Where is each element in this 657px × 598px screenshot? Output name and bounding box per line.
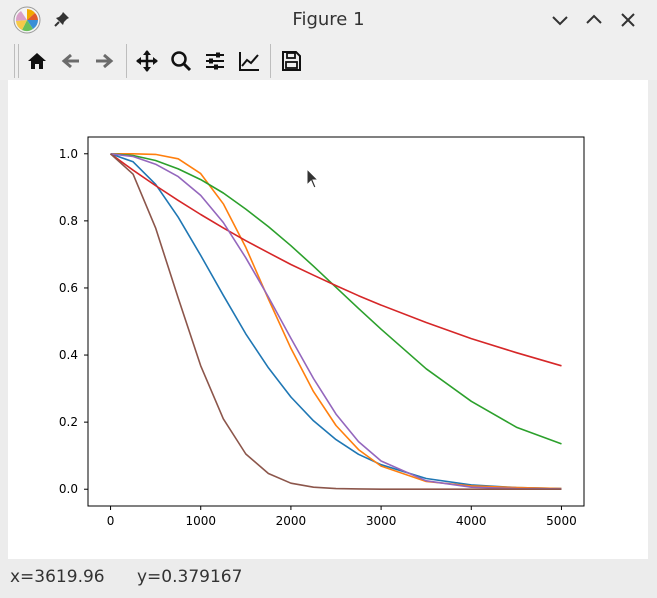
maximize-icon[interactable]: [583, 9, 605, 31]
y-tick-label: 1.0: [59, 147, 78, 161]
status-bar: x=3619.96 y=0.379167: [0, 559, 657, 598]
home-icon[interactable]: [25, 49, 49, 73]
cursor-y-readout: y=0.379167: [137, 567, 243, 587]
toolbar-separator: [14, 44, 15, 78]
toolbar-separator: [18, 44, 19, 78]
y-tick-label: 0.4: [59, 348, 78, 362]
plot-svg[interactable]: 0 1000 2000 3000 4000 5000 0.0 0.2 0.4 0.6 0.8 1.0: [8, 80, 648, 559]
minimize-icon[interactable]: [549, 9, 571, 31]
cursor-x-readout: x=3619.96: [10, 567, 105, 587]
series-line-4: [110, 153, 562, 367]
window-title: Figure 1: [292, 9, 365, 30]
series-line-2: [110, 153, 562, 490]
series-line-3: [110, 153, 562, 445]
x-tick-label: 5000: [546, 514, 577, 528]
zoom-icon[interactable]: [169, 49, 193, 73]
figure-canvas[interactable]: 0 1000 2000 3000 4000 5000 0.0 0.2 0.4 0.6 0.8 1.0: [8, 80, 648, 559]
x-tick-label: 1000: [185, 514, 216, 528]
navigation-toolbar: [0, 40, 657, 80]
forward-icon[interactable]: [92, 49, 116, 73]
series-line-5: [110, 153, 562, 490]
back-icon[interactable]: [59, 49, 83, 73]
close-icon[interactable]: [617, 9, 639, 31]
mouse-cursor-icon: [306, 168, 320, 189]
save-icon[interactable]: [279, 49, 303, 73]
y-tick-label: 0.0: [59, 482, 78, 496]
pan-icon[interactable]: [135, 49, 159, 73]
pin-icon[interactable]: [53, 10, 71, 28]
x-tick-label: 3000: [366, 514, 397, 528]
matplotlib-logo-icon: [13, 6, 41, 34]
toolbar-separator: [126, 44, 127, 78]
series-line-6: [109, 153, 562, 491]
toolbar-separator: [270, 44, 271, 78]
y-tick-label: 0.6: [59, 281, 78, 295]
edit-axes-icon[interactable]: [237, 49, 261, 73]
y-tick-label: 0.2: [59, 415, 78, 429]
title-bar: Figure 1: [0, 0, 657, 40]
series-line-1: [110, 153, 562, 490]
axes-frame: [87, 136, 585, 507]
x-tick-label: 2000: [276, 514, 307, 528]
x-tick-label: 4000: [456, 514, 487, 528]
x-tick-label: 0: [107, 514, 115, 528]
configure-subplots-icon[interactable]: [203, 49, 227, 73]
y-tick-label: 0.8: [59, 214, 78, 228]
